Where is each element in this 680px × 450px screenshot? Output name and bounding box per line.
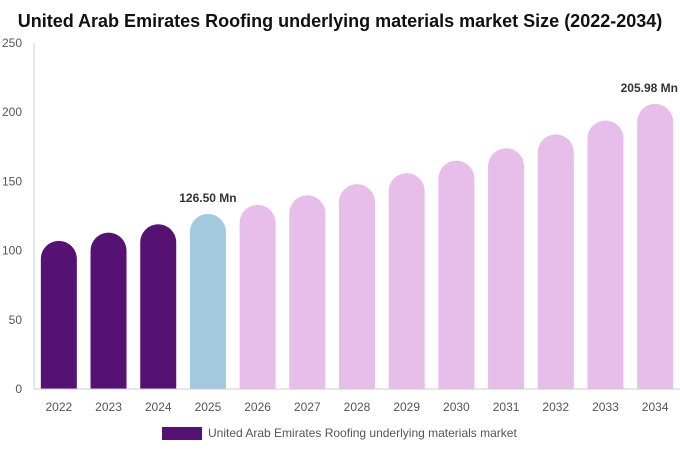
y-tick-label: 50 xyxy=(9,313,23,327)
bar xyxy=(438,160,475,389)
y-tick-label: 100 xyxy=(2,244,22,258)
x-tick-label: 2031 xyxy=(493,400,520,414)
x-axis: 2022 2023 2024 2025 2026 2027 2028 2029 2030 2031… xyxy=(45,400,668,414)
bar xyxy=(189,213,226,389)
y-tick-label: 250 xyxy=(2,36,22,50)
x-tick-label: 2033 xyxy=(592,400,619,414)
y-axis: 0 50 100 150 200 250 xyxy=(2,36,22,396)
y-tick-label: 200 xyxy=(2,105,22,119)
x-tick-label: 2024 xyxy=(145,400,172,414)
bar xyxy=(537,134,574,389)
y-tick-label: 150 xyxy=(2,174,22,188)
data-labels: 126.50 Mn 205.98 Mn xyxy=(179,81,678,205)
bar xyxy=(140,224,177,389)
x-tick-label: 2025 xyxy=(195,400,222,414)
bar xyxy=(637,103,674,390)
data-label: 205.98 Mn xyxy=(621,81,678,95)
chart-title: United Arab Emirates Roofing underlying … xyxy=(18,11,663,31)
bar xyxy=(388,173,425,389)
bar xyxy=(90,232,127,389)
x-tick-label: 2027 xyxy=(294,400,321,414)
bars xyxy=(40,103,674,390)
bar xyxy=(289,195,326,389)
x-tick-label: 2022 xyxy=(45,400,72,414)
legend-label: United Arab Emirates Roofing underlying … xyxy=(208,426,517,440)
bar xyxy=(339,184,375,389)
data-label: 126.50 Mn xyxy=(179,191,236,205)
x-tick-label: 2028 xyxy=(344,400,371,414)
legend-swatch xyxy=(162,427,202,440)
bar xyxy=(587,120,624,389)
x-tick-label: 2029 xyxy=(393,400,420,414)
bar xyxy=(239,204,276,389)
y-tick-label: 0 xyxy=(15,382,22,396)
x-tick-label: 2026 xyxy=(244,400,271,414)
bar xyxy=(40,240,77,389)
bar xyxy=(488,148,525,389)
x-tick-label: 2034 xyxy=(642,400,669,414)
legend: United Arab Emirates Roofing underlying … xyxy=(162,426,517,440)
x-tick-label: 2023 xyxy=(95,400,122,414)
x-tick-label: 2030 xyxy=(443,400,470,414)
x-tick-label: 2032 xyxy=(542,400,569,414)
